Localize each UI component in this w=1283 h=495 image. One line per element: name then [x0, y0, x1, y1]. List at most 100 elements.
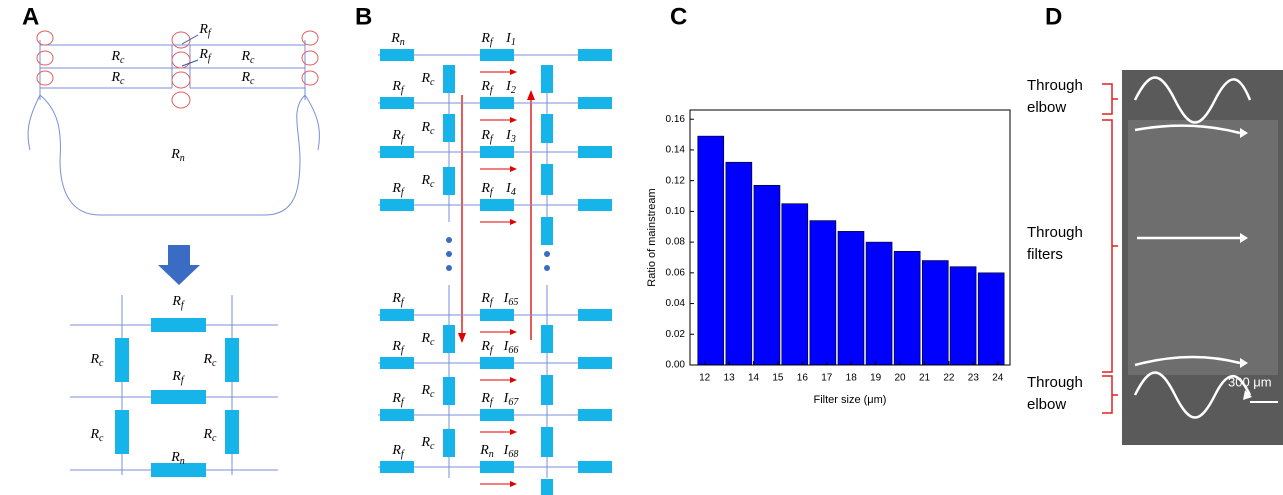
symbol-main: I [503, 443, 510, 458]
bar [809, 220, 837, 366]
symbol-sub: 1 [511, 37, 516, 48]
y-tick-label: 0.02 [666, 329, 686, 340]
symbol-main: R [170, 147, 180, 162]
symbol-label: Rc [420, 173, 435, 190]
symbol-sub: f [401, 85, 405, 96]
symbol-label: Rn [390, 31, 405, 48]
y-tick-label: 0.06 [666, 267, 686, 278]
symbol-sub: n [180, 153, 185, 164]
bar [893, 251, 921, 366]
bar [865, 241, 893, 366]
symbol-main: I [505, 79, 512, 94]
symbol-sub: f [490, 297, 494, 308]
bar [977, 272, 1005, 366]
resistor [541, 217, 553, 245]
symbol-main: R [89, 427, 99, 442]
symbol-sub: f [490, 85, 494, 96]
symbol-main: R [420, 71, 430, 86]
symbol-main: I [505, 128, 512, 143]
x-tick-label: 23 [968, 373, 980, 384]
resistor [541, 114, 553, 142]
symbol-label: Rn [170, 450, 185, 467]
resistor [480, 49, 514, 61]
symbol-label: I4 [505, 181, 516, 198]
symbol-label: Rc [202, 427, 217, 444]
resistor [380, 199, 414, 211]
ladder-b [446, 65, 550, 478]
symbol-label: Rf [391, 391, 405, 408]
symbol-main: R [391, 339, 401, 354]
resistor [578, 49, 612, 61]
resistor [578, 461, 612, 473]
symbol-main: R [391, 128, 401, 143]
resistor [480, 199, 514, 211]
symbol-sub: c [430, 337, 435, 348]
resistor [443, 325, 455, 353]
symbol-sub: f [208, 28, 212, 39]
symbol-sub: c [430, 441, 435, 452]
bar [781, 203, 809, 366]
symbol-label: Rc [420, 331, 435, 348]
symbol-sub: f [490, 134, 494, 145]
resistor [578, 309, 612, 321]
bar [949, 266, 977, 366]
current-arrowhead [510, 329, 517, 335]
symbol-main: R [479, 443, 489, 458]
current-arrowhead [510, 377, 517, 383]
symbol-main: R [89, 352, 99, 367]
plot-frame [689, 109, 1011, 366]
symbol-sub: f [181, 375, 185, 386]
symbol-sub: f [401, 449, 405, 460]
symbol-main: R [198, 22, 208, 37]
symbol-sub: c [99, 358, 104, 369]
resistor [541, 377, 553, 405]
resistor [443, 167, 455, 195]
symbol-sub: f [401, 397, 405, 408]
symbol-main: R [480, 31, 490, 46]
resistor [480, 357, 514, 369]
resistor [541, 479, 553, 495]
symbol-main: R [391, 291, 401, 306]
symbol-label: I65 [503, 291, 519, 308]
symbol-main: R [110, 70, 120, 85]
symbol-main: I [503, 339, 510, 354]
y-tick-label: 0.16 [666, 114, 686, 125]
resistor [380, 97, 414, 109]
bar [837, 231, 865, 366]
resistor [443, 65, 455, 93]
symbol-sub: 3 [510, 134, 516, 145]
current-arrowhead [510, 429, 517, 435]
symbol-main: R [391, 443, 401, 458]
symbol-main: R [202, 427, 212, 442]
y-tick-label: 0.12 [666, 175, 686, 186]
symbol-label: Rc [240, 49, 255, 66]
x-tick-label: 17 [821, 373, 833, 384]
resistor [380, 146, 414, 158]
resistor [541, 429, 553, 457]
symbol-main: R [110, 49, 120, 64]
symbol-sub: c [120, 76, 125, 87]
symbol-label: I68 [503, 443, 519, 460]
panel-label: A [22, 3, 39, 30]
symbol-sub: f [490, 37, 494, 48]
resistor [578, 199, 612, 211]
symbol-sub: f [401, 297, 405, 308]
x-tick-label: 19 [870, 373, 882, 384]
symbol-label: Rf [391, 291, 405, 308]
symbol-sub: 68 [508, 449, 518, 460]
symbol-label: Rf [171, 294, 185, 311]
symbol-sub: c [212, 433, 217, 444]
circuit-a [70, 295, 278, 477]
symbol-sub: c [212, 358, 217, 369]
symbol-main: I [503, 391, 510, 406]
symbol-sub: 67 [508, 397, 519, 408]
symbol-main: R [240, 49, 250, 64]
resistor [443, 114, 455, 142]
y-tick-label: 0.00 [666, 360, 686, 371]
annotation: Through [1027, 77, 1083, 94]
x-tick-label: 20 [895, 373, 907, 384]
micrograph [1102, 70, 1283, 445]
symbol-label: Rc [110, 70, 125, 87]
schematic-a [27, 30, 320, 285]
bar [697, 135, 725, 366]
